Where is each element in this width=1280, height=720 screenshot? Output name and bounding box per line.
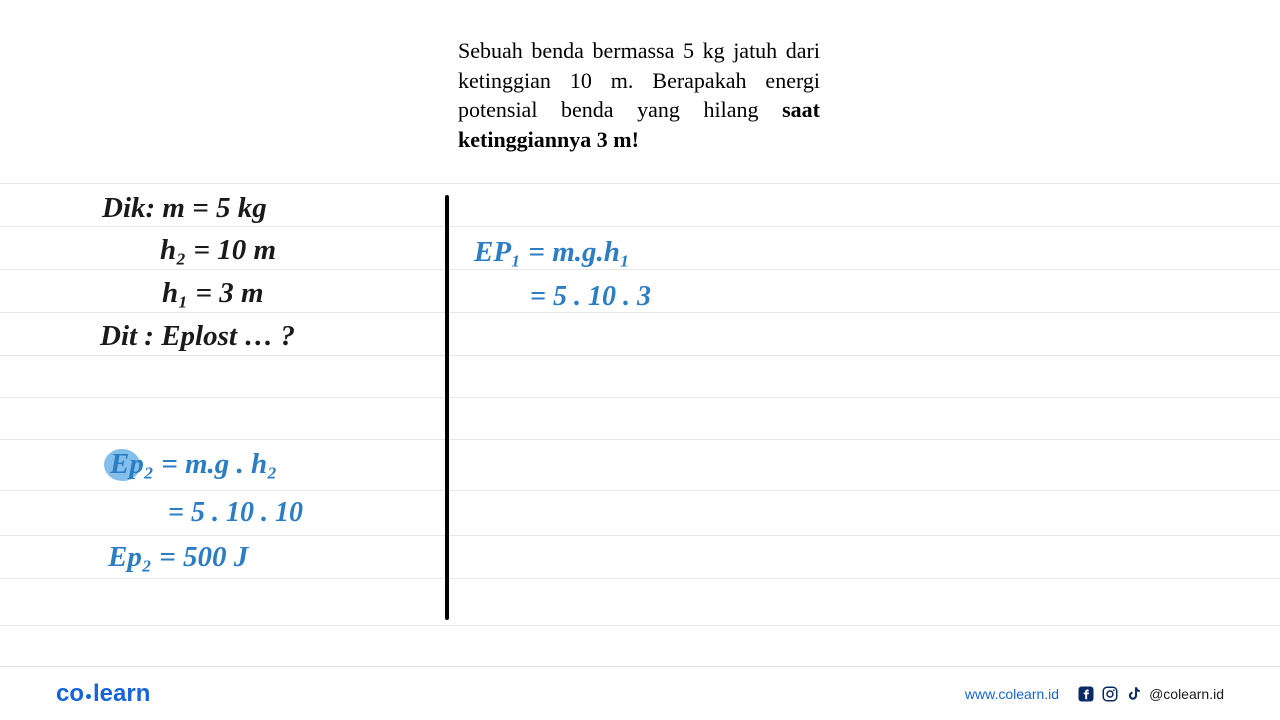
vertical-divider bbox=[445, 195, 449, 620]
paper-line bbox=[0, 397, 1280, 398]
paper-line bbox=[0, 355, 1280, 356]
ep1-calc: = 5 . 10 . 3 bbox=[530, 281, 651, 313]
logo: co learn bbox=[56, 680, 150, 708]
paper-line bbox=[0, 269, 1280, 270]
ep2-formula: Ep₂ = m.g . h₂ bbox=[110, 448, 277, 481]
ep2-result: Ep₂ = 500 J bbox=[108, 541, 248, 574]
logo-dot-icon bbox=[86, 694, 91, 699]
paper-line bbox=[0, 578, 1280, 579]
ep1-formula: EP₁ = m.g.h₁ bbox=[474, 236, 630, 269]
logo-part2: learn bbox=[93, 680, 150, 708]
ep2-calc: = 5 . 10 . 10 bbox=[168, 497, 303, 529]
instagram-icon[interactable] bbox=[1101, 685, 1119, 703]
paper-line bbox=[0, 439, 1280, 440]
given-mass: Dik: m = 5 kg bbox=[102, 192, 267, 225]
tiktok-icon[interactable] bbox=[1125, 685, 1143, 703]
footer: co learn www.colearn.id @colearn.id bbox=[0, 666, 1280, 720]
question-part1: Sebuah benda bermassa 5 kg jatuh dari ke… bbox=[458, 38, 820, 122]
footer-right: www.colearn.id @colearn.id bbox=[965, 685, 1224, 703]
website-link[interactable]: www.colearn.id bbox=[965, 686, 1059, 702]
given-h2: h₂ = 10 m bbox=[160, 234, 276, 267]
question-text: Sebuah benda bermassa 5 kg jatuh dari ke… bbox=[458, 36, 820, 155]
social-handle: @colearn.id bbox=[1149, 686, 1224, 702]
paper-line bbox=[0, 183, 1280, 184]
given-h1: h₁ = 3 m bbox=[162, 277, 264, 310]
paper-line bbox=[0, 625, 1280, 626]
logo-part1: co bbox=[56, 680, 84, 708]
asked-eplost: Dit : Eplost … ? bbox=[100, 320, 295, 353]
paper-line bbox=[0, 226, 1280, 227]
social-icons: @colearn.id bbox=[1077, 685, 1224, 703]
paper-line bbox=[0, 535, 1280, 536]
facebook-icon[interactable] bbox=[1077, 685, 1095, 703]
paper-line bbox=[0, 490, 1280, 491]
